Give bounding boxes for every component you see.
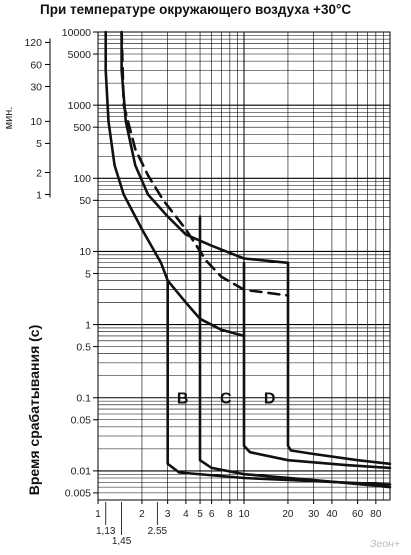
watermark-text: Зеон+ xyxy=(370,538,400,550)
minutes-unit-label: мин. xyxy=(3,107,15,130)
x-tick-label: 4 xyxy=(183,509,189,520)
x-tick-label-secondary: 2.55 xyxy=(148,526,168,537)
trip-curve-dashed xyxy=(120,30,290,297)
y-tick-label: 10 xyxy=(79,246,91,258)
y-tick-label: 1 xyxy=(85,319,91,331)
x-tick-label-secondary: 1,45 xyxy=(112,536,132,547)
trip-curves xyxy=(104,30,392,489)
minutes-tick-label: 10 xyxy=(30,116,42,128)
x-tick-label: 5 xyxy=(197,509,203,520)
minutes-tick-label: 2 xyxy=(36,167,42,179)
x-tick-label: 30 xyxy=(308,509,320,520)
y-tick-label: 5 xyxy=(85,268,91,280)
y-tick-label: 0.5 xyxy=(76,341,91,353)
y-tick-label: 5000 xyxy=(68,49,92,61)
y-tick-label: 0.1 xyxy=(76,393,91,405)
trip-curve xyxy=(120,30,290,265)
minutes-axis: 120 60 30 10 5 2 1 мин. xyxy=(3,37,51,201)
y-tick-labels: 10000 5000 1000 500 100 50 10 5 1 0.5 0.1 0.05 0.01 0… xyxy=(62,27,98,500)
zone-label: D xyxy=(264,391,276,408)
minutes-tick-label: 1 xyxy=(36,189,42,201)
x-tick-label: 6 xyxy=(209,509,215,520)
x-tick-label: 10 xyxy=(238,509,250,520)
x-tick-labels: 1 2 3 4 5 6 8 10 20 30 40 60 80 1,131,45 2.55 xyxy=(95,500,382,547)
zone-label: C xyxy=(220,391,232,408)
y-tick-label: 1000 xyxy=(68,100,92,112)
x-tick-label: 60 xyxy=(352,509,364,520)
x-tick-label: 20 xyxy=(282,509,294,520)
trip-curve xyxy=(166,279,246,338)
x-tick-label-secondary: 1,13 xyxy=(96,526,116,537)
y-tick-label: 500 xyxy=(73,122,91,134)
x-tick-label: 1 xyxy=(95,509,101,520)
y-axis-label: Время срабатывания (с) xyxy=(26,325,42,496)
grid-minor xyxy=(98,32,390,501)
y-tick-label: 0.005 xyxy=(65,488,91,500)
x-tick-label: 2 xyxy=(139,509,145,520)
zone-labels: B C D xyxy=(177,391,276,408)
x-tick-label: 3 xyxy=(165,509,171,520)
y-tick-label: 100 xyxy=(73,173,91,185)
trip-curve xyxy=(198,215,392,489)
y-tick-label: 10000 xyxy=(62,27,91,39)
chart-title: При температуре окружающего воздуха +30°… xyxy=(40,2,351,17)
trip-curve xyxy=(104,30,169,282)
zone-label: B xyxy=(177,391,189,408)
trip-curve xyxy=(242,261,392,470)
trip-curve xyxy=(286,261,392,466)
minutes-tick-label: 60 xyxy=(30,59,42,71)
minutes-tick-label: 5 xyxy=(36,138,42,150)
trip-curve xyxy=(166,279,392,486)
y-tick-label: 50 xyxy=(79,195,91,207)
x-tick-label: 8 xyxy=(227,509,233,520)
x-tick-label: 80 xyxy=(370,509,382,520)
x-tick-label: 40 xyxy=(326,509,338,520)
y-tick-label: 0.05 xyxy=(71,415,92,427)
minutes-tick-label: 120 xyxy=(24,37,42,49)
minutes-tick-label: 30 xyxy=(30,81,42,93)
y-tick-label: 0.01 xyxy=(71,466,92,478)
